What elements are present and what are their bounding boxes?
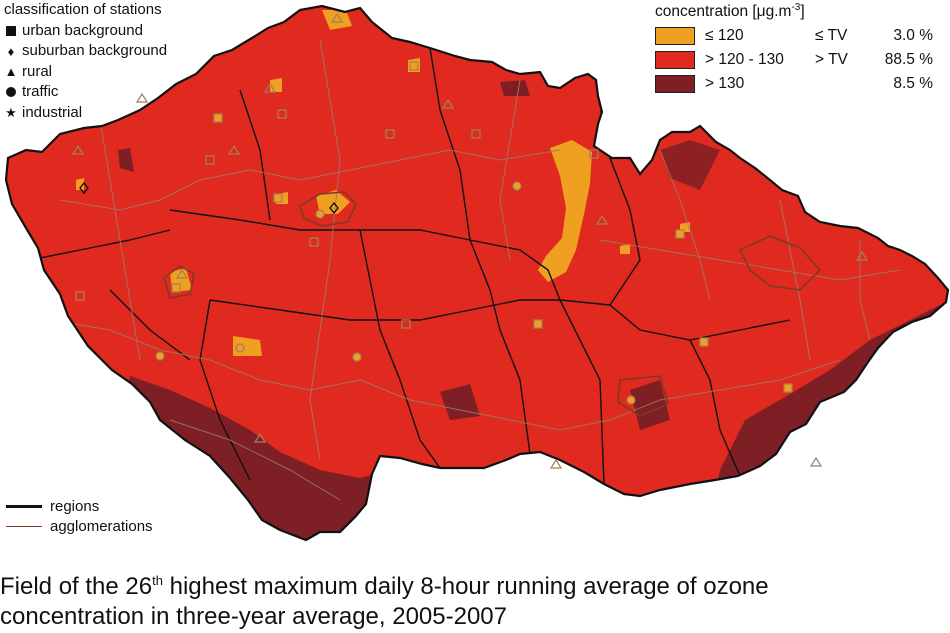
legend-item-rural: ▲ rural [4,62,167,83]
class-tv-medium: > TV [815,51,848,69]
medium-color-swatch [655,51,695,70]
class-range-high: > 130 [705,75,745,93]
legend-label-industrial: industrial [22,103,83,121]
region-borders [29,47,791,485]
triangle-icon: ▲ [4,64,18,80]
caption-line-1: Field of the 26th highest maximum daily … [0,573,769,600]
concentration-class-low: ≤ 120 ≤ TV 3.0 % [655,24,933,48]
star-icon: ★ [5,105,17,121]
region-line-icon [6,504,42,508]
square-icon [6,25,16,36]
legend-item-traffic: traffic [4,82,167,103]
class-percent-low: 3.0 % [893,27,933,45]
class-range-medium: > 120 - 130 [705,51,784,69]
station-legend-title: classification of stations [4,1,162,18]
district-borders [49,39,901,501]
circle-icon [6,87,16,98]
legend-label-agglomerations: agglomerations [50,517,153,535]
concentration-legend-title: concentration [μg.m-3] [655,2,805,21]
legend-item-regions: regions [6,496,153,516]
station-classification-legend: classification of stations urban backgro… [4,0,167,123]
class-percent-high: 8.5 % [893,75,933,93]
concentration-class-high: > 130 8.5 % [655,72,933,96]
legend-item-suburban-background: ♦ suburban background [4,41,167,62]
ozone-map [4,4,950,542]
legend-label-rural: rural [22,62,53,80]
legend-item-agglomerations: agglomerations [6,516,153,536]
high-color-swatch [655,75,695,94]
legend-label-urban-background: urban background [22,21,143,39]
class-percent-medium: 88.5 % [884,51,933,69]
stations [71,12,869,469]
legend-item-industrial: ★ industrial [4,103,167,124]
concentration-legend: concentration [μg.m-3] ≤ 120 ≤ TV 3.0 % … [655,2,933,96]
legend-label-regions: regions [50,497,100,515]
class-tv-low: ≤ TV [815,27,848,45]
class-range-low: ≤ 120 [705,27,744,45]
legend-label-traffic: traffic [22,83,59,100]
concentration-class-medium: > 120 - 130 > TV 88.5 % [655,48,933,72]
boundary-legend: regions agglomerations [6,496,153,536]
agglomeration-line-icon [6,525,42,527]
diamond-icon: ♦ [7,43,15,59]
agglomeration-borders [163,191,822,417]
legend-label-suburban-background: suburban background [22,42,168,59]
low-color-swatch [655,27,695,46]
legend-item-urban-background: urban background [4,21,167,42]
caption-line-2: concentration in three-year average, 200… [0,603,507,630]
figure-caption: Field of the 26th highest maximum daily … [0,566,945,632]
